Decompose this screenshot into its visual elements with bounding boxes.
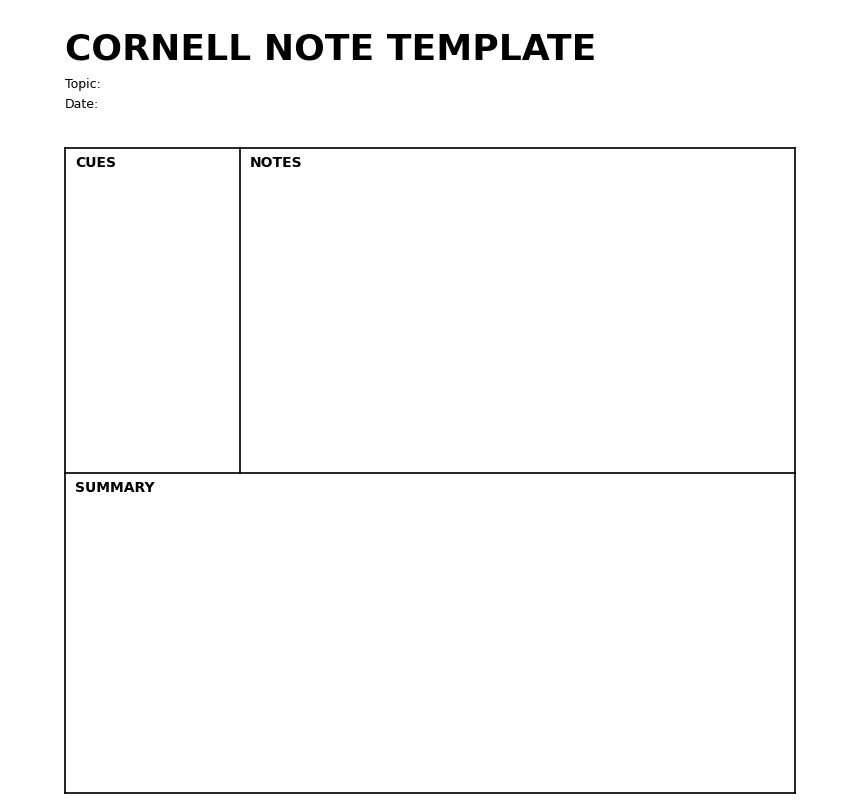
Text: CUES: CUES [75, 156, 116, 170]
Text: NOTES: NOTES [250, 156, 303, 170]
Text: Topic:: Topic: [65, 78, 101, 91]
Text: SUMMARY: SUMMARY [75, 481, 155, 495]
Text: CORNELL NOTE TEMPLATE: CORNELL NOTE TEMPLATE [65, 33, 596, 67]
Text: Date:: Date: [65, 98, 99, 111]
